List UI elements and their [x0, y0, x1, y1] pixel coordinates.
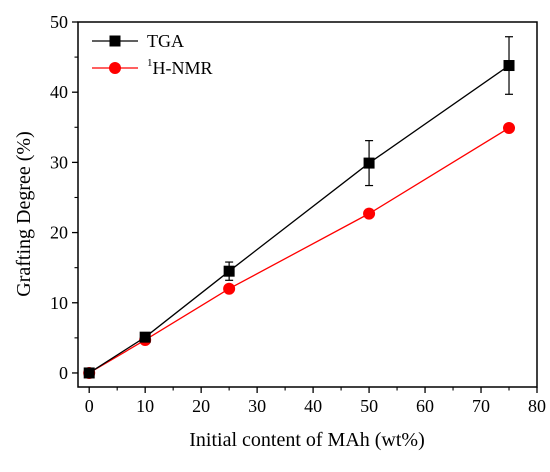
x-tick-label-1: 10	[136, 396, 154, 416]
point-0-0	[83, 367, 95, 379]
legend-label-hnmr: 1H-NMR	[147, 57, 213, 78]
point-0-3	[363, 157, 375, 169]
plot-area	[77, 21, 538, 388]
y-tick-label-5: 50	[50, 12, 68, 32]
x-axis-title: Initial content of MAh (wt%)	[189, 429, 425, 451]
legend-entry-hnmr: 1H-NMR	[92, 57, 213, 78]
series-line-0	[88, 64, 510, 374]
point-1-3	[363, 207, 376, 220]
point-1-2	[223, 282, 236, 295]
legend-label-tga: TGA	[147, 31, 184, 51]
x-tick-label-5: 50	[360, 396, 378, 416]
legend-marker-tga	[109, 35, 121, 47]
legend: TGA 1H-NMR	[92, 31, 213, 78]
y-tick-label-1: 10	[50, 293, 68, 313]
point-0-2	[223, 265, 235, 277]
series-0	[83, 36, 515, 379]
y-tick-label-4: 40	[50, 82, 68, 102]
point-0-4	[503, 60, 515, 72]
x-tick-label-2: 20	[192, 396, 210, 416]
legend-label-hnmr-text: H-NMR	[153, 58, 213, 78]
plot-border	[77, 21, 538, 388]
legend-label-hnmr-superscript: 1	[147, 57, 153, 69]
axis-ticks: 0 10 20 30 40 50 60 70 80 0 10 20 30 40 50	[50, 12, 546, 416]
y-axis-title: Grafting Degree (%)	[13, 131, 35, 296]
legend-entry-tga: TGA	[92, 31, 184, 51]
x-tick-label-4: 40	[304, 396, 322, 416]
x-tick-label-3: 30	[248, 396, 266, 416]
y-tick-label-2: 20	[50, 223, 68, 243]
point-1-4	[503, 121, 516, 134]
series-line-1	[88, 127, 510, 374]
y-tick-label-3: 30	[50, 152, 68, 172]
legend-marker-hnmr	[109, 62, 121, 74]
x-tick-label-0: 0	[85, 396, 94, 416]
point-0-1	[139, 331, 151, 343]
y-tick-label-0: 0	[59, 363, 68, 383]
x-tick-label-6: 60	[416, 396, 434, 416]
x-tick-label-7: 70	[472, 396, 490, 416]
x-tick-label-8: 80	[528, 396, 546, 416]
series-layer	[83, 36, 516, 379]
